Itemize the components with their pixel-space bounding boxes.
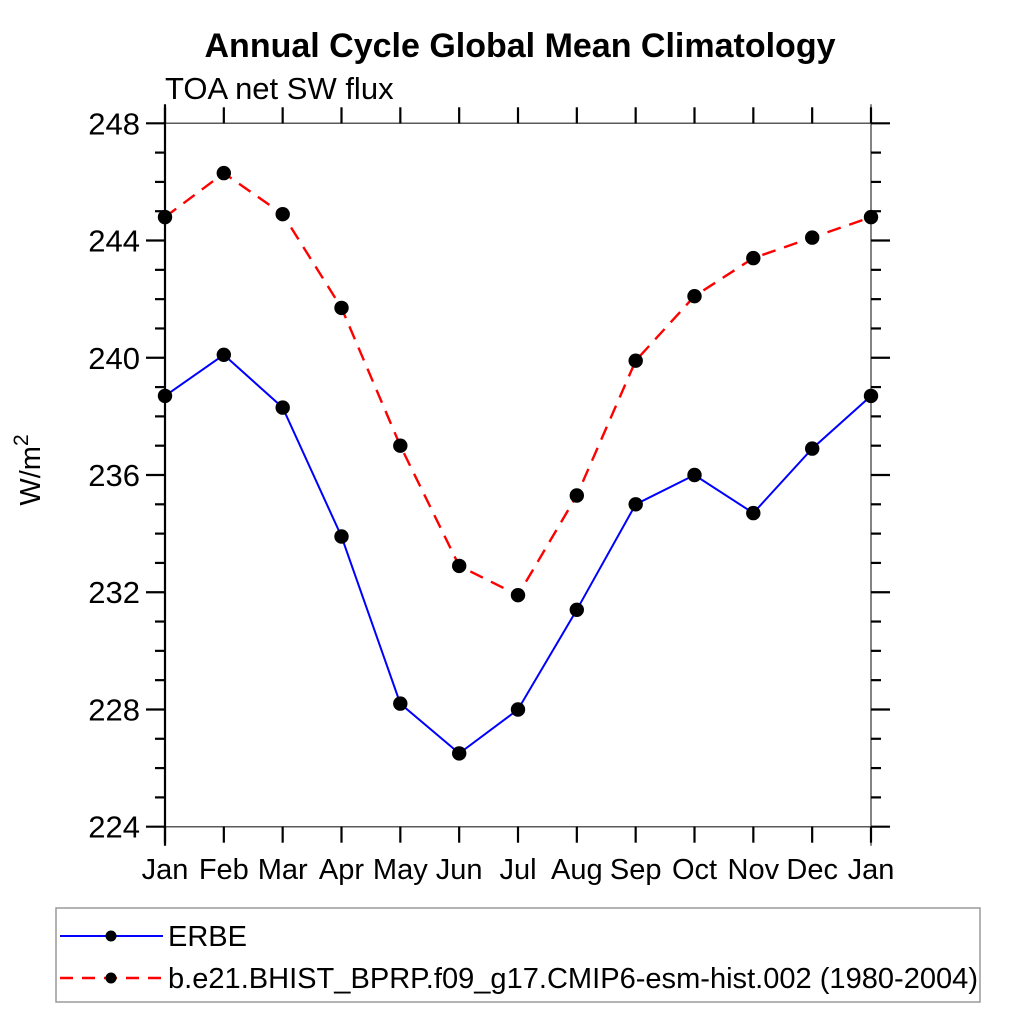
x-tick-label: Mar bbox=[258, 854, 308, 886]
axes: 224 228 232 236 240 244 248 Jan Feb Mar Apr May Jun J… bbox=[88, 104, 894, 886]
x-tick-label: Apr bbox=[319, 854, 364, 886]
data-point-marker bbox=[805, 230, 820, 245]
y-tick-label: 244 bbox=[88, 224, 140, 259]
data-point-marker bbox=[216, 165, 231, 181]
y-tick-label: 228 bbox=[88, 692, 140, 727]
legend-label-model: b.e21.BHIST_BPRP.f09_g17.CMIP6-esm-hist.… bbox=[168, 963, 978, 995]
data-point-marker bbox=[393, 438, 408, 453]
x-tick-label: Oct bbox=[672, 854, 717, 886]
x-tick-label: Feb bbox=[199, 854, 249, 886]
legend-marker-erbe bbox=[105, 930, 117, 942]
legend-box bbox=[55, 907, 981, 1003]
x-tick-label: May bbox=[373, 854, 428, 886]
data-point-marker bbox=[746, 505, 761, 521]
data-point-marker bbox=[334, 529, 349, 544]
x-tick-label: Sep bbox=[610, 854, 662, 886]
x-tick-label: Nov bbox=[728, 854, 780, 886]
x-tick-label: Dec bbox=[786, 854, 838, 886]
data-point-marker bbox=[687, 467, 702, 483]
chart-subtitle: TOA net SW flux bbox=[165, 71, 394, 106]
data-point-marker bbox=[746, 250, 761, 266]
data-point-marker bbox=[393, 696, 408, 711]
data-point-marker bbox=[157, 209, 173, 225]
data-point-marker bbox=[805, 441, 820, 456]
legend-label-erbe: ERBE bbox=[168, 921, 247, 953]
legend: ERBE b.e21.BHIST_BPRP.f09_g17.CMIP6-esm-… bbox=[55, 907, 981, 1003]
plot-area bbox=[157, 165, 879, 761]
data-point-marker bbox=[157, 388, 173, 404]
series-line-0 bbox=[164, 353, 872, 755]
legend-marker-model bbox=[105, 972, 117, 984]
x-tick-label: Jan bbox=[848, 854, 895, 886]
chart-title: Annual Cycle Global Mean Climatology bbox=[205, 27, 836, 65]
x-tick-label: Jul bbox=[499, 854, 536, 886]
y-tick-label: 240 bbox=[88, 341, 140, 376]
y-axis-label: W/m2 bbox=[10, 434, 47, 505]
series-line-1 bbox=[164, 171, 872, 597]
x-tick-label: Aug bbox=[551, 854, 603, 886]
data-point-marker bbox=[569, 602, 584, 617]
data-point-marker bbox=[863, 209, 879, 225]
data-point-marker bbox=[334, 300, 349, 316]
data-point-marker bbox=[275, 400, 290, 415]
y-tick-label: 232 bbox=[88, 575, 140, 610]
data-point-marker bbox=[452, 558, 467, 574]
data-point-marker bbox=[216, 347, 231, 362]
data-point-marker bbox=[687, 289, 702, 304]
data-point-marker bbox=[510, 702, 526, 717]
x-tick-label: Jan bbox=[142, 854, 189, 886]
y-tick-label: 224 bbox=[88, 810, 140, 845]
x-tick-label: Jun bbox=[436, 854, 483, 886]
data-point-marker bbox=[510, 588, 526, 603]
y-tick-label: 248 bbox=[88, 106, 140, 141]
data-point-marker bbox=[569, 488, 584, 503]
y-tick-label: 236 bbox=[88, 458, 140, 493]
data-point-marker bbox=[452, 746, 467, 761]
data-point-marker bbox=[628, 497, 643, 512]
data-point-marker bbox=[863, 388, 879, 404]
data-point-marker bbox=[275, 207, 290, 222]
data-point-marker bbox=[628, 353, 643, 368]
